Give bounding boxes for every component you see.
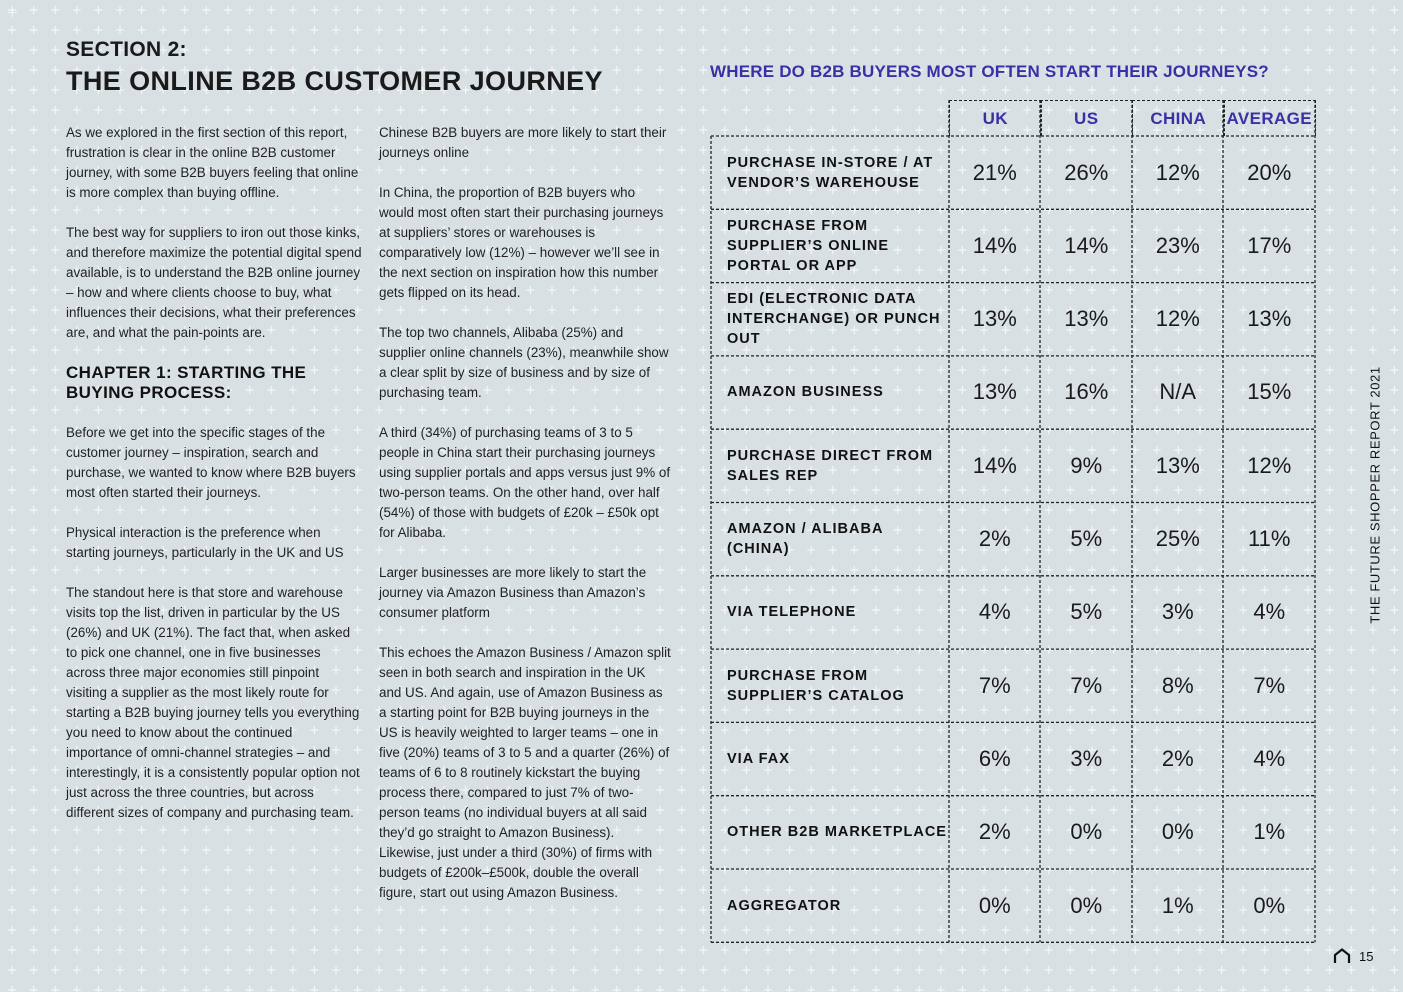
- cell-value-average: 0%: [1253, 892, 1286, 918]
- column-header-us: US: [1040, 100, 1133, 136]
- column-header-china: CHINA: [1132, 100, 1225, 136]
- row-label: AMAZON / ALIBABA (CHINA): [727, 521, 883, 557]
- cell-value-us: 3%: [1070, 745, 1103, 771]
- paragraph: In China, the proportion of B2B buyers w…: [379, 185, 664, 300]
- table-row: PURCHASE FROM SUPPLIER’S ONLINE PORTAL O…: [711, 209, 1315, 282]
- paragraph: The top two channels, Alibaba (25%) and …: [379, 325, 669, 400]
- paragraph: This echoes the Amazon Business / Amazon…: [379, 645, 671, 900]
- table-row: PURCHASE IN-STORE / AT VENDOR’S WAREHOUS…: [711, 136, 1315, 209]
- cell-value-uk: 2%: [978, 526, 1011, 551]
- subheading-paragraph: Physical interaction is the preference w…: [66, 525, 344, 560]
- table-row: PURCHASE DIRECT FROM SALES REP 14% 9% 13% 12…: [711, 429, 1315, 502]
- row-label: OTHER B2B MARKETPLACE: [727, 824, 947, 841]
- row-label: PURCHASE IN-STORE / AT VENDOR’S WAREHOUS…: [727, 154, 934, 191]
- cell-value-average: 4%: [1253, 599, 1286, 625]
- cell-value-us: 13%: [1064, 306, 1109, 332]
- row-label: EDI (ELECTRONIC DATA INTERCHANGE) OR PUN…: [727, 291, 941, 348]
- cell-value-china: 25%: [1155, 526, 1200, 551]
- cell-value-uk: 0%: [978, 892, 1011, 918]
- text-column-left: As we explored in the first section of t…: [66, 123, 362, 843]
- subheading-paragraph: Larger businesses are more likely to sta…: [379, 565, 647, 620]
- section-title: THE ONLINE B2B CUSTOMER JOURNEY: [66, 66, 603, 96]
- chapter-heading: CHAPTER 1: STARTING THE BUYING PROCESS:: [66, 363, 307, 402]
- page-number: 15: [1359, 949, 1374, 964]
- cell-value-china: N/A: [1159, 379, 1197, 405]
- row-label: AMAZON BUSINESS: [727, 384, 884, 401]
- table-row: OTHER B2B MARKETPLACE 2% 0% 0% 1%: [711, 796, 1315, 869]
- column-header-uk: UK: [949, 100, 1042, 136]
- cell-value-average: 13%: [1247, 306, 1292, 332]
- cell-value-us: 5%: [1070, 526, 1103, 551]
- table-row: PURCHASE FROM SUPPLIER’S CATALOG 7% 7% 8% 7%: [711, 649, 1315, 722]
- cell-value-uk: 7%: [978, 672, 1011, 698]
- cell-value-china: 12%: [1155, 306, 1200, 332]
- table-title: WHERE DO B2B BUYERS MOST OFTEN START THE…: [710, 62, 1269, 81]
- cell-value-china: 23%: [1155, 232, 1200, 258]
- row-label: PURCHASE FROM SUPPLIER’S CATALOG: [727, 667, 905, 704]
- table-row: VIA TELEPHONE 4% 5% 3% 4%: [711, 576, 1315, 649]
- section-label: SECTION 2:: [66, 38, 187, 61]
- paragraph: Before we get into the specific stages o…: [66, 425, 356, 500]
- cell-value-us: 9%: [1070, 452, 1103, 478]
- table-row: VIA FAX 6% 3% 2% 4%: [711, 722, 1315, 795]
- subheading-paragraph: Chinese B2B buyers are more likely to st…: [379, 125, 667, 160]
- cell-value-uk: 14%: [972, 232, 1017, 258]
- row-label: PURCHASE DIRECT FROM SALES REP: [727, 447, 934, 484]
- cell-value-uk: 13%: [972, 379, 1017, 405]
- cell-value-average: 1%: [1253, 819, 1286, 845]
- cell-value-average: 4%: [1253, 745, 1286, 771]
- cell-value-china: 12%: [1155, 159, 1200, 185]
- cell-value-uk: 13%: [972, 306, 1017, 332]
- cell-value-us: 26%: [1064, 159, 1109, 185]
- cell-value-china: 0%: [1161, 819, 1194, 845]
- table-row: AMAZON BUSINESS 13% 16% N/A 15%: [711, 356, 1315, 429]
- cell-value-average: 12%: [1247, 452, 1292, 478]
- row-label: VIA TELEPHONE: [727, 604, 857, 621]
- paragraph: The best way for suppliers to iron out t…: [66, 225, 362, 340]
- cell-value-us: 7%: [1070, 672, 1103, 698]
- cell-value-uk: 2%: [978, 819, 1011, 845]
- column-header-average: AVERAGE: [1223, 100, 1316, 136]
- cell-value-uk: 4%: [978, 599, 1011, 625]
- cell-value-us: 0%: [1070, 819, 1103, 845]
- side-report-title: THE FUTURE SHOPPER REPORT 2021: [1367, 366, 1383, 624]
- cell-value-us: 16%: [1064, 379, 1109, 405]
- table-row: AGGREGATOR 0% 0% 1% 0%: [711, 869, 1315, 942]
- cell-value-china: 8%: [1161, 672, 1194, 698]
- cell-value-china: 13%: [1155, 452, 1200, 478]
- cell-value-uk: 14%: [972, 452, 1017, 478]
- cell-value-average: 15%: [1247, 379, 1292, 405]
- cell-value-uk: 21%: [972, 159, 1017, 185]
- cell-value-average: 17%: [1247, 232, 1292, 258]
- table-row: AMAZON / ALIBABA (CHINA) 2% 5% 25% 11%: [711, 503, 1315, 576]
- cell-value-average: 7%: [1253, 672, 1286, 698]
- paragraph: A third (34%) of purchasing teams of 3 t…: [379, 425, 671, 540]
- cell-value-us: 5%: [1070, 599, 1103, 625]
- table-row: EDI (ELECTRONIC DATA INTERCHANGE) OR PUN…: [711, 283, 1315, 356]
- row-label: VIA FAX: [727, 750, 790, 767]
- cell-value-china: 1%: [1161, 892, 1194, 918]
- cell-value-average: 11%: [1248, 526, 1291, 551]
- cell-value-average: 20%: [1247, 159, 1292, 185]
- cell-value-uk: 6%: [978, 745, 1011, 771]
- row-label: AGGREGATOR: [727, 897, 842, 914]
- text-column-right: Chinese B2B buyers are more likely to st…: [379, 123, 671, 923]
- cell-value-us: 0%: [1070, 892, 1103, 918]
- cell-value-china: 3%: [1161, 599, 1194, 625]
- paragraph: As we explored in the first section of t…: [66, 125, 359, 200]
- row-label: PURCHASE FROM SUPPLIER’S ONLINE PORTAL O…: [727, 217, 890, 274]
- house-outline-icon: [1333, 948, 1351, 963]
- cell-value-us: 14%: [1064, 232, 1109, 258]
- paragraph: The standout here is that store and ware…: [66, 585, 360, 820]
- cell-value-china: 2%: [1161, 745, 1194, 771]
